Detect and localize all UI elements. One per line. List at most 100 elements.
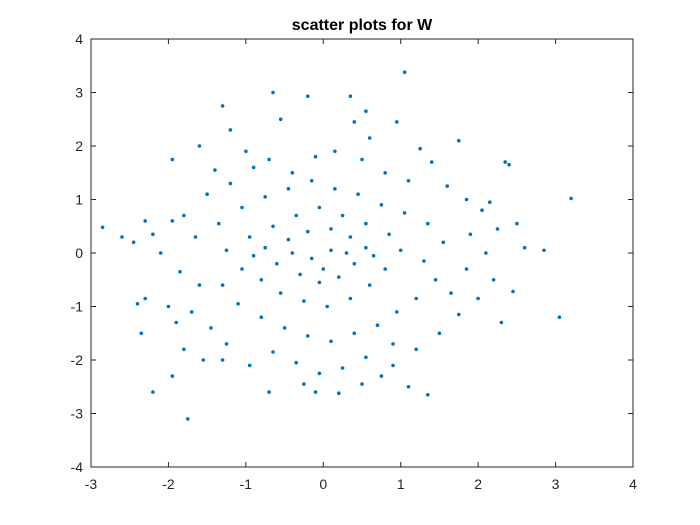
scatter-point xyxy=(329,227,333,231)
scatter-point xyxy=(313,154,318,159)
scatter-point xyxy=(367,136,372,140)
scatter-point xyxy=(406,385,411,389)
scatter-point xyxy=(329,248,333,253)
scatter-point xyxy=(480,208,484,212)
scatter-point xyxy=(364,221,368,226)
y-tick-label: -4 xyxy=(71,459,84,475)
scatter-point xyxy=(290,251,295,255)
x-tick-label: 3 xyxy=(552,476,560,492)
scatter-point xyxy=(488,200,492,204)
scatter-point xyxy=(278,117,283,122)
scatter-point xyxy=(263,195,268,199)
scatter-point xyxy=(224,248,229,253)
scatter-point xyxy=(286,187,291,191)
scatter-point xyxy=(457,312,461,317)
scatter-point xyxy=(348,94,353,98)
scatter-point xyxy=(383,267,388,271)
scatter-point xyxy=(398,248,403,253)
scatter-point xyxy=(321,267,326,271)
x-tick-label: -3 xyxy=(85,476,98,492)
scatter-point xyxy=(170,219,175,223)
x-tick-label: 4 xyxy=(629,476,637,492)
scatter-point xyxy=(503,160,508,164)
scatter-point xyxy=(352,331,357,336)
scatter-point xyxy=(457,138,461,143)
scatter-point xyxy=(294,213,299,218)
scatter-point xyxy=(209,326,213,330)
axes-box xyxy=(90,38,634,468)
scatter-point xyxy=(499,320,504,325)
scatter-point xyxy=(131,240,136,245)
scatter-point xyxy=(278,291,283,295)
scatter-point xyxy=(414,296,419,301)
scatter-point xyxy=(220,283,225,287)
chart-title: scatter plots for W xyxy=(292,17,433,34)
scatter-point xyxy=(309,256,314,261)
scatter-point xyxy=(286,237,291,242)
scatter-point xyxy=(174,320,178,325)
scatter-point xyxy=(422,259,426,263)
scatter-point xyxy=(309,179,314,183)
scatter-point xyxy=(367,283,372,287)
scatter-point xyxy=(251,165,256,170)
scatter-point xyxy=(464,267,469,271)
x-tick-label: -1 xyxy=(240,476,253,492)
scatter-point xyxy=(348,296,353,301)
scatter-point xyxy=(391,342,395,346)
scatter-point xyxy=(267,157,271,162)
scatter-point xyxy=(298,272,302,277)
scatter-point xyxy=(263,245,268,250)
y-tick-label: 0 xyxy=(75,245,83,261)
scatter-point xyxy=(317,371,322,376)
scatter-point xyxy=(360,157,364,162)
scatter-point xyxy=(402,70,407,74)
scatter-point xyxy=(240,205,244,210)
scatter-point xyxy=(259,278,264,282)
scatter-point xyxy=(240,267,244,271)
scatter-point xyxy=(143,296,147,301)
scatter-point xyxy=(170,374,175,378)
scatter-point xyxy=(340,213,345,218)
scatter-point xyxy=(522,245,527,250)
scatter-point xyxy=(360,382,364,386)
scatter-point xyxy=(290,171,295,175)
scatter-point xyxy=(247,363,252,368)
scatter-point xyxy=(395,310,399,314)
scatter-point xyxy=(476,296,480,301)
scatter-point xyxy=(306,94,310,98)
scatter-point xyxy=(569,196,573,201)
scatter-point xyxy=(193,235,198,239)
y-tick-label: -2 xyxy=(71,352,84,368)
scatter-point xyxy=(557,315,562,320)
scatter-point xyxy=(429,160,434,164)
scatter-point xyxy=(542,248,546,253)
scatter-point xyxy=(178,269,182,274)
scatter-point xyxy=(449,291,453,295)
scatter-point xyxy=(197,283,202,287)
scatter-point xyxy=(337,391,341,396)
scatter-point xyxy=(271,90,275,95)
y-tick-label: 3 xyxy=(75,85,83,101)
scatter-point xyxy=(244,149,248,154)
y-tick-label: -3 xyxy=(71,406,84,422)
scatter-point xyxy=(337,275,341,279)
scatter-point xyxy=(228,128,233,132)
scatter-point xyxy=(383,171,388,175)
scatter-point xyxy=(213,168,217,172)
scatter-point xyxy=(426,393,430,397)
scatter-point xyxy=(100,225,105,230)
scatter-point xyxy=(228,181,233,186)
x-tick-label: -2 xyxy=(162,476,175,492)
scatter-point xyxy=(302,299,306,303)
scatter-point xyxy=(217,221,221,226)
scatter-point xyxy=(348,235,353,239)
scatter-point xyxy=(170,157,175,162)
scatter-point xyxy=(445,184,450,188)
scatter-point xyxy=(151,390,155,394)
scatter-point xyxy=(139,331,144,336)
scatter-point xyxy=(120,235,124,239)
scatter-point xyxy=(294,360,299,365)
scatter-point xyxy=(491,278,496,282)
scatter-point xyxy=(356,192,360,196)
